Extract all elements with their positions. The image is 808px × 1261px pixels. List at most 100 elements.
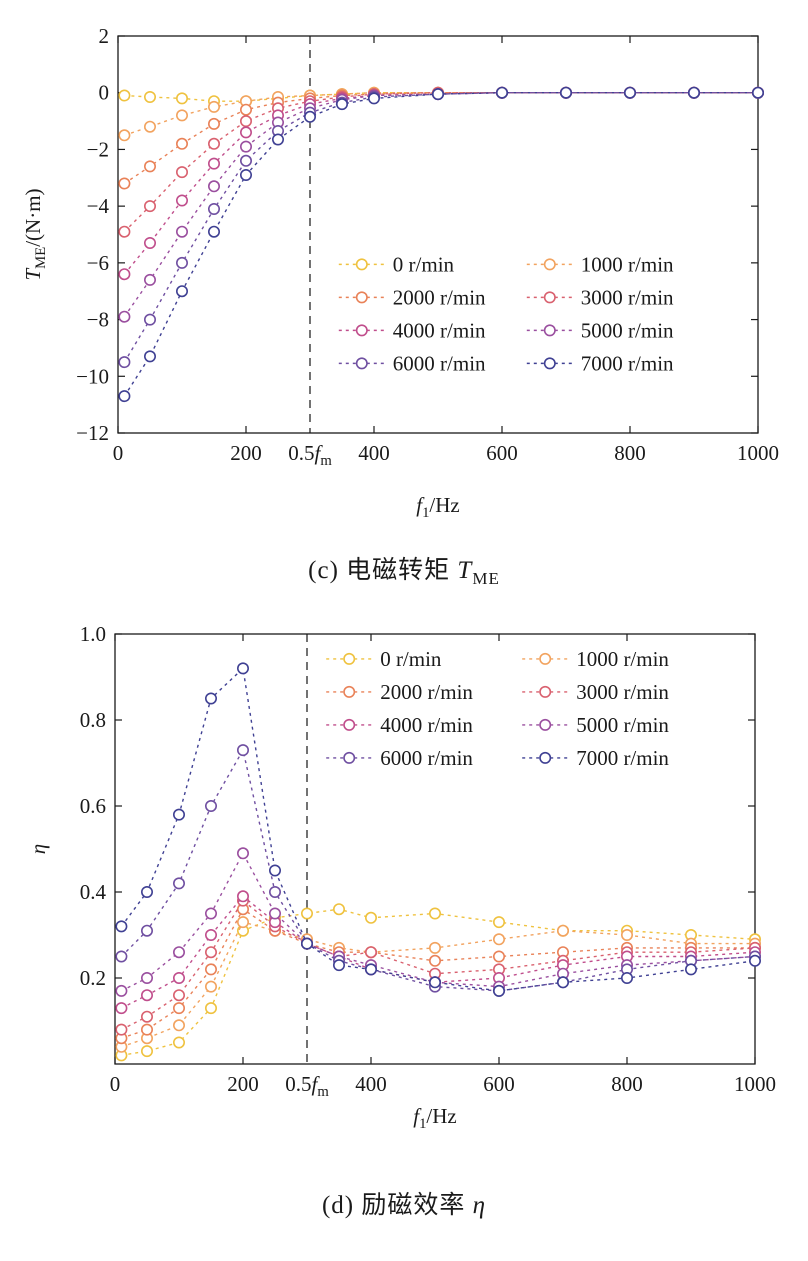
data-point-marker <box>118 177 131 190</box>
data-point-marker <box>173 946 186 959</box>
x-axis-label: f1/Hz <box>416 493 460 521</box>
data-point-marker <box>141 924 154 937</box>
legend-label: 0 r/min <box>393 252 455 276</box>
data-point-marker <box>173 808 186 821</box>
legend-marker-sample <box>343 685 356 698</box>
legend-item-5000-r-min: 5000 r/min <box>526 318 674 342</box>
data-point-marker <box>303 110 316 123</box>
data-point-marker <box>176 225 189 238</box>
y-tick-label: 0.8 <box>80 708 106 732</box>
legend-label: 7000 r/min <box>576 746 669 770</box>
efficiency-chart-block: 1.0 0.8 0.6 0.4 0.2 0 200 0.5fm 400 600 800 1000 f1/… <box>0 609 808 1224</box>
data-point-marker <box>237 744 250 757</box>
legend-label: 3000 r/min <box>576 680 669 704</box>
x-tick-label: 400 <box>355 1072 387 1096</box>
caption-d-prefix: (d) <box>321 1192 355 1219</box>
data-point-marker <box>205 1002 218 1015</box>
x-tick-label: 1000 <box>734 1072 776 1096</box>
data-point-marker <box>208 157 221 170</box>
data-point-marker <box>144 273 157 286</box>
data-point-marker <box>300 907 313 920</box>
series-line <box>120 748 756 992</box>
data-point-marker <box>205 907 218 920</box>
legend-item-2000-r-min: 2000 r/min <box>326 680 473 704</box>
data-point-marker <box>751 86 764 99</box>
data-point-marker <box>118 310 131 323</box>
data-point-marker <box>205 800 218 813</box>
legend-label: 2000 r/min <box>380 680 473 704</box>
data-point-marker <box>115 984 128 997</box>
data-point-marker <box>364 946 377 959</box>
data-point-marker <box>173 1002 186 1015</box>
x-tick-label: 600 <box>483 1072 515 1096</box>
x-tick-label: 200 <box>230 441 262 465</box>
data-point-marker <box>556 976 569 989</box>
figure-page: 2 0 −2 −4 −6 −8 −10 −12 0 200 0.5fm 400 600 800 1000 f1… <box>0 8 808 1224</box>
legend-item-4000-r-min: 4000 r/min <box>338 318 486 342</box>
legend-marker-sample <box>343 652 356 665</box>
x-tick-label-fm: 0.5fm <box>288 441 332 469</box>
series-line <box>123 91 758 363</box>
series-line <box>121 921 755 1048</box>
series-line <box>120 666 756 992</box>
y-axis-label: TME/(N·m) <box>21 188 49 280</box>
data-point-marker <box>428 941 441 954</box>
x-tick-label: 800 <box>614 441 646 465</box>
data-point-marker <box>176 166 189 179</box>
y-tick-label: 0.6 <box>80 794 106 818</box>
chart-d-caption: (d) 励磁效率 η <box>0 1185 808 1224</box>
y-tick-label: −8 <box>87 308 109 332</box>
chart-c-caption: (c) 电磁转矩 TME <box>0 550 808 589</box>
data-point-marker <box>144 237 157 250</box>
plot-frame <box>114 633 756 1065</box>
y-tick-label: −4 <box>87 194 110 218</box>
y-tick-label: 0.2 <box>80 966 106 990</box>
y-tick-label: −12 <box>76 421 109 445</box>
x-tick-label: 0 <box>113 441 124 465</box>
caption-c-symbol-sub: ME <box>472 569 500 588</box>
series-line <box>123 91 758 275</box>
data-point-marker <box>367 92 380 105</box>
legend-item-6000-r-min: 6000 r/min <box>326 746 473 770</box>
x-axis-label: f1/Hz <box>413 1104 457 1132</box>
data-point-marker <box>208 203 221 216</box>
data-point-marker <box>144 120 157 133</box>
legend-label: 4000 r/min <box>393 318 486 342</box>
x-tick-label: 800 <box>611 1072 643 1096</box>
legend-label: 7000 r/min <box>581 351 674 375</box>
data-point-marker <box>240 103 253 116</box>
data-point-marker <box>748 954 761 967</box>
data-point-marker <box>428 976 441 989</box>
caption-d-text: 励磁效率 <box>354 1192 473 1219</box>
legend-label: 2000 r/min <box>393 285 486 309</box>
data-point-marker <box>332 959 345 972</box>
caption-c-prefix: (c) <box>308 557 339 584</box>
data-point-marker <box>492 933 505 946</box>
y-axis-label: η <box>26 844 50 854</box>
data-point-marker <box>205 928 218 941</box>
y-tick-label: 0 <box>99 81 110 105</box>
data-point-marker <box>620 928 633 941</box>
torque-chart-block: 2 0 −2 −4 −6 −8 −10 −12 0 200 0.5fm 400 600 800 1000 f1… <box>0 8 808 589</box>
data-point-marker <box>144 200 157 213</box>
data-point-marker <box>144 350 157 363</box>
legend-label: 4000 r/min <box>380 713 473 737</box>
legend-item-5000-r-min: 5000 r/min <box>522 713 669 737</box>
caption-c-text: 电磁转矩 <box>338 557 458 584</box>
data-point-marker <box>141 971 154 984</box>
legend-item-0-r-min: 0 r/min <box>326 647 442 671</box>
data-point-marker <box>141 1010 154 1023</box>
legend-item-7000-r-min: 7000 r/min <box>522 746 669 770</box>
data-point-marker <box>335 98 348 111</box>
data-point-marker <box>118 356 131 369</box>
data-point-marker <box>208 180 221 193</box>
data-point-marker <box>237 662 250 675</box>
series-line <box>121 899 756 1031</box>
legend-label: 5000 r/min <box>581 318 674 342</box>
data-point-marker <box>559 86 572 99</box>
legend-label: 6000 r/min <box>393 351 486 375</box>
data-point-marker <box>205 692 218 705</box>
legend-label: 5000 r/min <box>576 713 669 737</box>
y-tick-label: 2 <box>99 24 110 48</box>
data-point-marker <box>208 117 221 130</box>
